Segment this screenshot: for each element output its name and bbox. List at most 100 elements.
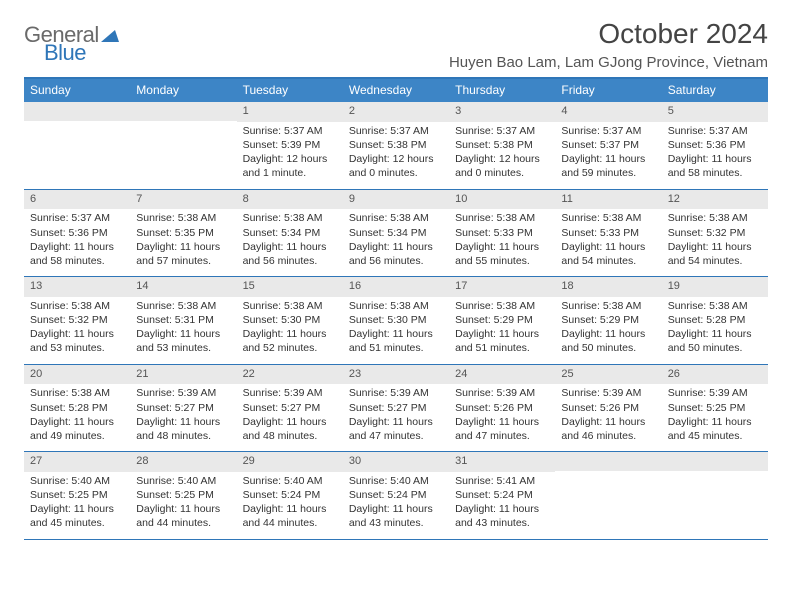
sunset-line: Sunset: 5:26 PM — [561, 401, 655, 415]
sunset-line: Sunset: 5:27 PM — [136, 401, 230, 415]
sunset-line: Sunset: 5:38 PM — [349, 138, 443, 152]
day-details: Sunrise: 5:38 AMSunset: 5:28 PMDaylight:… — [24, 384, 130, 451]
sunrise-line: Sunrise: 5:39 AM — [561, 386, 655, 400]
sunrise-line: Sunrise: 5:39 AM — [668, 386, 762, 400]
sunset-line: Sunset: 5:24 PM — [349, 488, 443, 502]
day-number: 24 — [449, 365, 555, 385]
day-cell: 26Sunrise: 5:39 AMSunset: 5:25 PMDayligh… — [662, 365, 768, 452]
day-cell: 13Sunrise: 5:38 AMSunset: 5:32 PMDayligh… — [24, 277, 130, 364]
day-cell: 16Sunrise: 5:38 AMSunset: 5:30 PMDayligh… — [343, 277, 449, 364]
brand-logo: General Blue — [24, 24, 119, 64]
day-header: Sunday — [24, 79, 130, 102]
sunset-line: Sunset: 5:36 PM — [668, 138, 762, 152]
sunrise-line: Sunrise: 5:38 AM — [136, 299, 230, 313]
calendar-page: General Blue October 2024 Huyen Bao Lam,… — [0, 0, 792, 550]
day-number: 20 — [24, 365, 130, 385]
daylight-line: Daylight: 12 hours and 0 minutes. — [349, 152, 443, 180]
brand-part2: Blue — [44, 42, 119, 64]
daylight-line: Daylight: 11 hours and 50 minutes. — [668, 327, 762, 355]
day-number: 22 — [237, 365, 343, 385]
brand-sail-icon — [101, 30, 119, 42]
sunrise-line: Sunrise: 5:38 AM — [349, 211, 443, 225]
week-row: 1Sunrise: 5:37 AMSunset: 5:39 PMDaylight… — [24, 102, 768, 190]
day-details: Sunrise: 5:38 AMSunset: 5:34 PMDaylight:… — [343, 209, 449, 276]
sunset-line: Sunset: 5:36 PM — [30, 226, 124, 240]
day-details: Sunrise: 5:38 AMSunset: 5:35 PMDaylight:… — [130, 209, 236, 276]
daylight-line: Daylight: 11 hours and 56 minutes. — [243, 240, 337, 268]
sunset-line: Sunset: 5:28 PM — [30, 401, 124, 415]
daylight-line: Daylight: 11 hours and 56 minutes. — [349, 240, 443, 268]
day-header: Saturday — [662, 79, 768, 102]
day-header: Wednesday — [343, 79, 449, 102]
sunrise-line: Sunrise: 5:37 AM — [349, 124, 443, 138]
sunset-line: Sunset: 5:34 PM — [243, 226, 337, 240]
day-details: Sunrise: 5:39 AMSunset: 5:27 PMDaylight:… — [237, 384, 343, 451]
daylight-line: Daylight: 11 hours and 53 minutes. — [136, 327, 230, 355]
sunset-line: Sunset: 5:32 PM — [668, 226, 762, 240]
day-number: 16 — [343, 277, 449, 297]
day-number: 5 — [662, 102, 768, 122]
day-details: Sunrise: 5:38 AMSunset: 5:31 PMDaylight:… — [130, 297, 236, 364]
weeks-container: 1Sunrise: 5:37 AMSunset: 5:39 PMDaylight… — [24, 102, 768, 540]
day-header-row: SundayMondayTuesdayWednesdayThursdayFrid… — [24, 79, 768, 102]
week-row: 20Sunrise: 5:38 AMSunset: 5:28 PMDayligh… — [24, 365, 768, 453]
day-cell: 30 Sunrise: 5:40 AMSunset: 5:24 PMDayligh… — [343, 452, 449, 539]
sunset-line: Sunset: 5:35 PM — [136, 226, 230, 240]
day-number: 7 — [130, 190, 236, 210]
week-row: 6Sunrise: 5:37 AMSunset: 5:36 PM Daylight… — [24, 190, 768, 278]
day-header: Thursday — [449, 79, 555, 102]
sunrise-line: Sunrise: 5:37 AM — [561, 124, 655, 138]
day-number: 2 — [343, 102, 449, 122]
sunset-line: Sunset: 5:38 PM — [455, 138, 549, 152]
day-number: 6 — [24, 190, 130, 210]
daylight-line: Daylight: 11 hours and 51 minutes. — [455, 327, 549, 355]
day-header: Tuesday — [237, 79, 343, 102]
day-number: 26 — [662, 365, 768, 385]
day-details: Sunrise: 5:39 AMSunset: 5:25 PMDaylight:… — [662, 384, 768, 451]
day-cell: 19Sunrise: 5:38 AMSunset: 5:28 PMDayligh… — [662, 277, 768, 364]
sunrise-line: Sunrise: 5:37 AM — [30, 211, 124, 225]
day-cell: 10Sunrise: 5:38 AMSunset: 5:33 PMDayligh… — [449, 190, 555, 277]
day-cell: 20Sunrise: 5:38 AMSunset: 5:28 PMDayligh… — [24, 365, 130, 452]
day-details: Sunrise: 5:40 AMSunset: 5:25 PMDaylight:… — [24, 472, 130, 539]
daylight-line: Daylight: 11 hours and 50 minutes. — [561, 327, 655, 355]
day-cell: 28Sunrise: 5:40 AMSunset: 5:25 PMDayligh… — [130, 452, 236, 539]
day-details: Sunrise: 5:39 AMSunset: 5:27 PMDaylight:… — [130, 384, 236, 451]
daylight-line: Daylight: 11 hours and 45 minutes. — [30, 502, 124, 530]
day-cell: 6Sunrise: 5:37 AMSunset: 5:36 PMDaylight… — [24, 190, 130, 277]
daylight-line: Daylight: 11 hours and 53 minutes. — [30, 327, 124, 355]
sunrise-line: Sunrise: 5:38 AM — [243, 211, 337, 225]
daylight-line: Daylight: 11 hours and 44 minutes. — [243, 502, 337, 530]
sunset-line: Sunset: 5:27 PM — [243, 401, 337, 415]
day-number: 28 — [130, 452, 236, 472]
day-details: Sunrise: 5:37 AMSunset: 5:37 PMDaylight:… — [555, 122, 661, 189]
sunrise-line: Sunrise: 5:40 AM — [243, 474, 337, 488]
day-number: 19 — [662, 277, 768, 297]
sunset-line: Sunset: 5:27 PM — [349, 401, 443, 415]
header: General Blue October 2024 Huyen Bao Lam,… — [24, 18, 768, 71]
day-cell: 3Sunrise: 5:37 AMSunset: 5:38 PMDaylight… — [449, 102, 555, 189]
day-details: Sunrise: 5:37 AMSunset: 5:36 PMDaylight:… — [662, 122, 768, 189]
day-cell: 21Sunrise: 5:39 AMSunset: 5:27 PMDayligh… — [130, 365, 236, 452]
sunset-line: Sunset: 5:25 PM — [136, 488, 230, 502]
day-number: 31 — [449, 452, 555, 472]
sunrise-line: Sunrise: 5:38 AM — [349, 299, 443, 313]
daylight-line: Daylight: 11 hours and 45 minutes. — [668, 415, 762, 443]
daylight-line: Daylight: 11 hours and 43 minutes. — [349, 502, 443, 530]
sunset-line: Sunset: 5:29 PM — [561, 313, 655, 327]
daylight-line: Daylight: 11 hours and 51 minutes. — [349, 327, 443, 355]
daylight-line: Daylight: 11 hours and 44 minutes. — [136, 502, 230, 530]
daylight-line: Daylight: 11 hours and 55 minutes. — [455, 240, 549, 268]
sunrise-line: Sunrise: 5:40 AM — [349, 474, 443, 488]
daylight-line: Daylight: 12 hours and 0 minutes. — [455, 152, 549, 180]
empty-day — [24, 102, 130, 121]
day-number: 3 — [449, 102, 555, 122]
title-block: October 2024 Huyen Bao Lam, Lam GJong Pr… — [449, 18, 768, 71]
day-number: 30 — [343, 452, 449, 472]
day-number: 21 — [130, 365, 236, 385]
sunset-line: Sunset: 5:24 PM — [243, 488, 337, 502]
sunset-line: Sunset: 5:39 PM — [243, 138, 337, 152]
day-number: 15 — [237, 277, 343, 297]
day-header: Friday — [555, 79, 661, 102]
sunset-line: Sunset: 5:28 PM — [668, 313, 762, 327]
